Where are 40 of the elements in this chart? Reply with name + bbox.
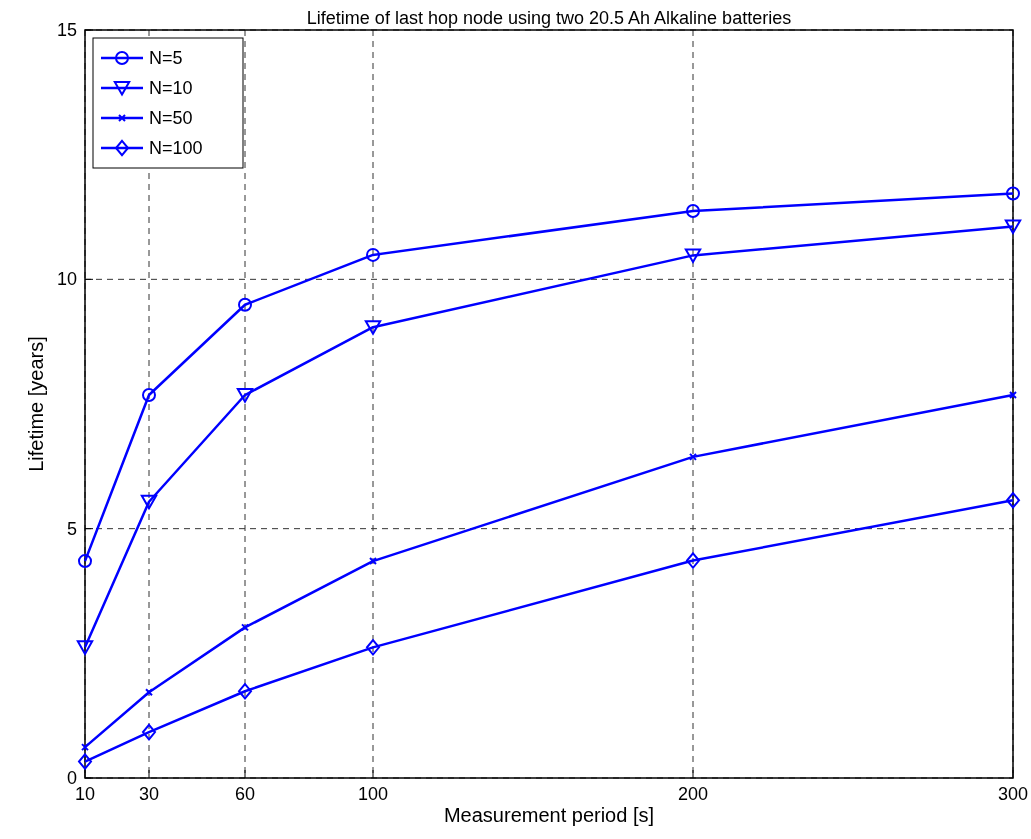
y-tick-label: 15: [56, 20, 77, 40]
x-tick-label: 60: [234, 784, 256, 804]
point: [366, 639, 380, 656]
point: [1006, 492, 1020, 509]
point: [78, 753, 92, 770]
point: [366, 247, 380, 262]
legend-label: N=10: [149, 78, 193, 98]
point: [236, 388, 254, 403]
point: [238, 297, 252, 312]
legend-label: N=50: [149, 108, 193, 128]
point: [686, 552, 700, 569]
y-tick-label: 0: [66, 768, 77, 788]
point: [1009, 391, 1017, 400]
x-tick-label: 300: [997, 784, 1029, 804]
point: [145, 688, 153, 697]
point: [140, 494, 158, 510]
point: [684, 248, 702, 263]
legend-label: N=100: [149, 138, 203, 158]
legend-label: N=5: [149, 48, 183, 68]
point: [78, 554, 92, 569]
point: [369, 557, 377, 566]
point: [1004, 219, 1022, 235]
point: [241, 623, 249, 632]
chart-title: Lifetime of last hop node using two 20.5 Ah Alkaline batteries: [306, 8, 792, 28]
point: [142, 723, 156, 741]
x-tick-label: 100: [357, 784, 389, 804]
point: [76, 640, 94, 655]
point: [238, 683, 252, 700]
x-tick-label: 30: [138, 784, 160, 804]
point: [142, 388, 156, 403]
point: [81, 743, 89, 752]
x-tick-label: 200: [677, 784, 709, 804]
y-axis-title: Lifetime [years]: [25, 336, 47, 472]
y-tick-label: 5: [66, 518, 77, 539]
point: [686, 204, 700, 219]
y-tick-label: 10: [56, 269, 77, 290]
point: [364, 320, 382, 335]
point: [1006, 186, 1020, 201]
x-axis-title: Measurement period [s]: [443, 804, 655, 826]
point: [689, 452, 697, 461]
